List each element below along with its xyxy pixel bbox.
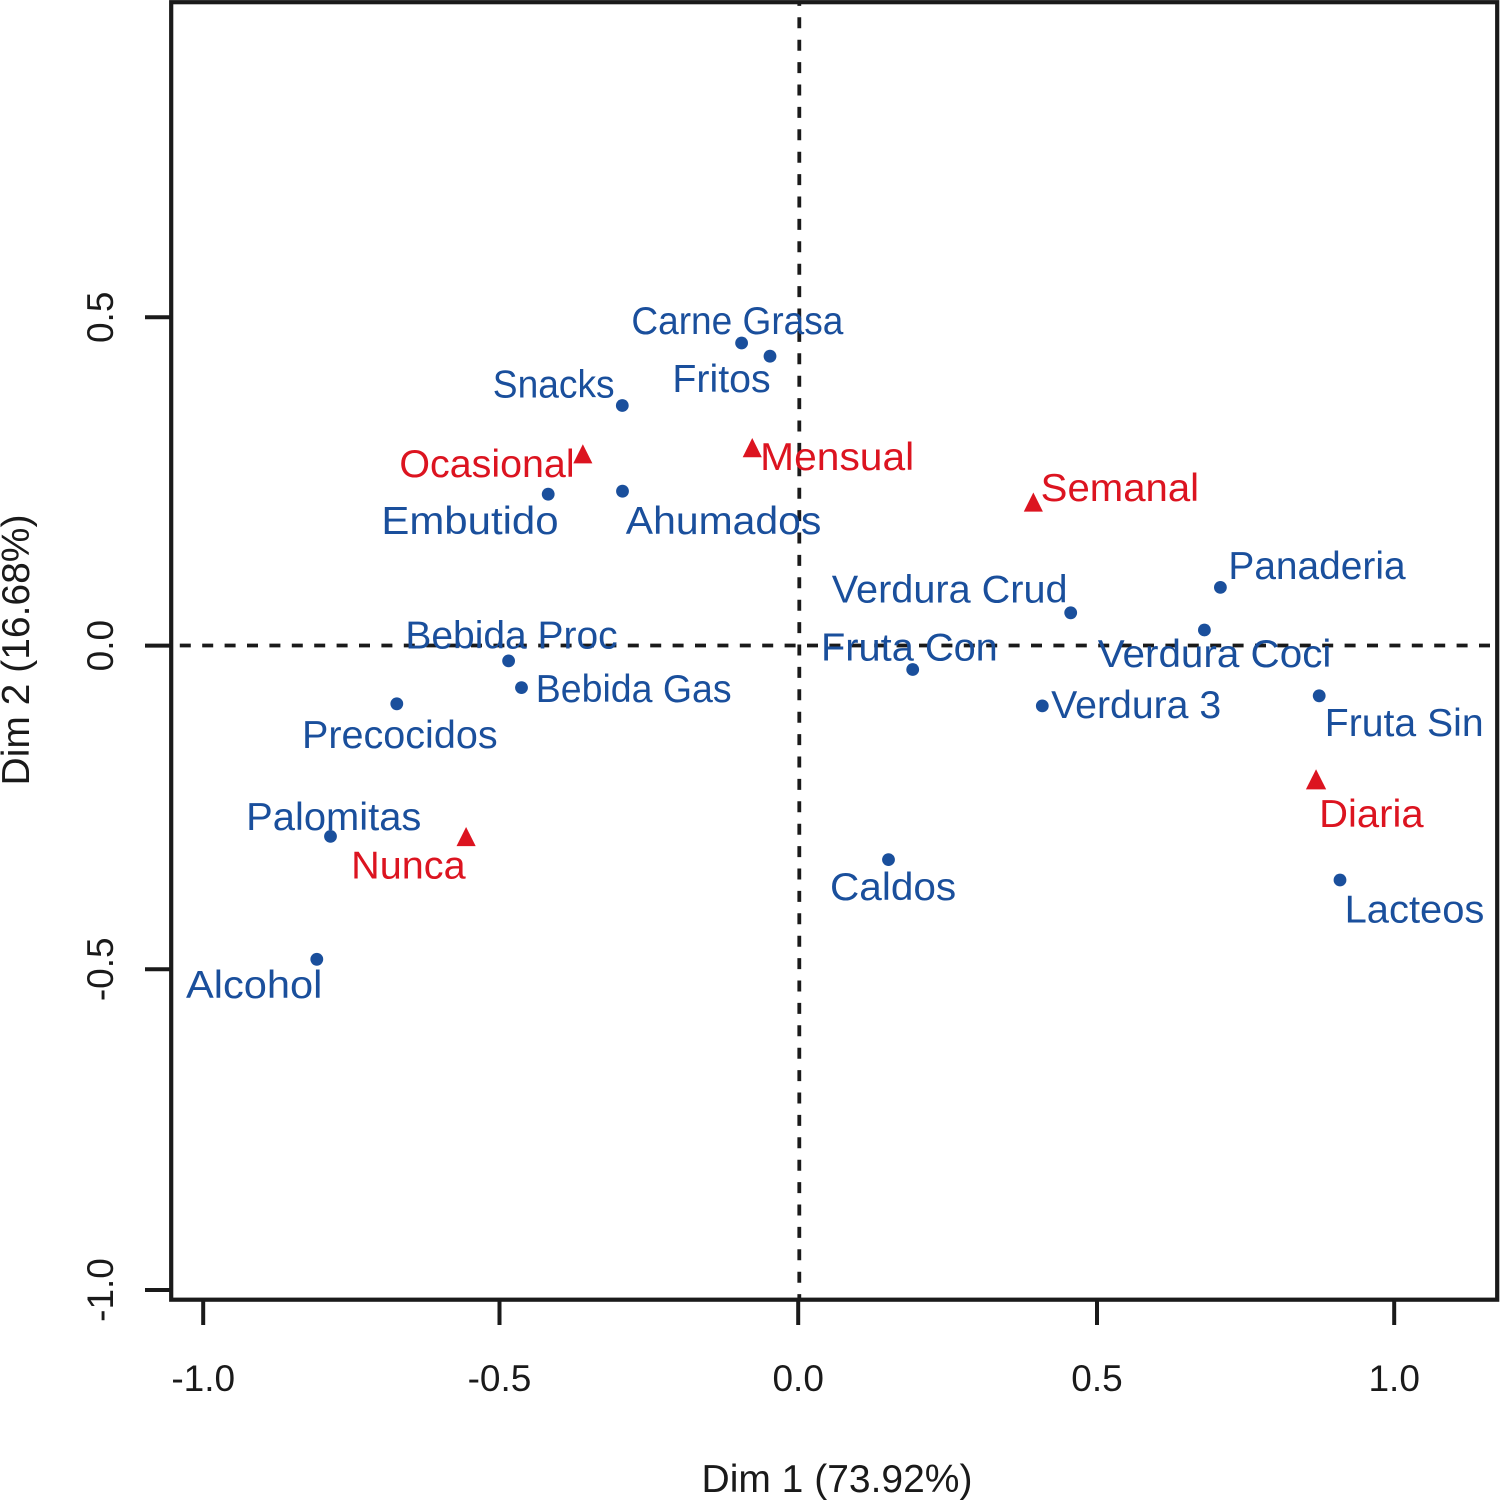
svg-text:Caldos: Caldos [830,866,956,909]
svg-text:Fruta Con: Fruta Con [821,626,998,669]
svg-text:Verdura Coci: Verdura Coci [1098,633,1332,676]
svg-text:Alcohol: Alcohol [186,964,322,1007]
svg-text:0.0: 0.0 [772,1358,823,1399]
svg-text:Precocidos: Precocidos [302,714,498,757]
svg-text:Nunca: Nunca [351,844,466,887]
svg-text:1.0: 1.0 [1368,1358,1419,1399]
svg-text:Mensual: Mensual [760,436,914,479]
svg-text:0.5: 0.5 [1071,1358,1122,1399]
svg-text:Bebida Gas: Bebida Gas [536,668,732,711]
svg-text:Snacks: Snacks [493,364,615,407]
svg-text:Palomitas: Palomitas [246,796,421,839]
svg-text:Verdura Crud: Verdura Crud [832,568,1068,611]
svg-text:Semanal: Semanal [1041,467,1199,510]
svg-text:Dim 1 (73.92%): Dim 1 (73.92%) [702,1458,973,1500]
svg-text:Bebida Proc: Bebida Proc [405,615,617,658]
svg-text:Dim 2 (16.68%): Dim 2 (16.68%) [0,515,38,786]
svg-text:Diaria: Diaria [1319,793,1424,836]
svg-text:Verdura 3: Verdura 3 [1051,684,1221,727]
svg-text:0.0: 0.0 [80,620,121,671]
svg-text:Lacteos: Lacteos [1345,888,1485,931]
svg-text:Fritos: Fritos [672,358,770,401]
svg-text:Embutido: Embutido [381,500,558,543]
svg-text:Panaderia: Panaderia [1228,545,1406,588]
svg-text:Ocasional: Ocasional [399,443,574,486]
svg-text:Ahumados: Ahumados [626,500,822,543]
svg-text:-1.0: -1.0 [80,1258,121,1322]
svg-text:-0.5: -0.5 [80,937,121,1001]
svg-text:-0.5: -0.5 [468,1358,532,1399]
svg-text:Fruta Sin: Fruta Sin [1325,702,1484,745]
svg-text:-1.0: -1.0 [171,1358,235,1399]
svg-text:0.5: 0.5 [80,292,121,343]
svg-text:Carne Grasa: Carne Grasa [631,300,843,343]
